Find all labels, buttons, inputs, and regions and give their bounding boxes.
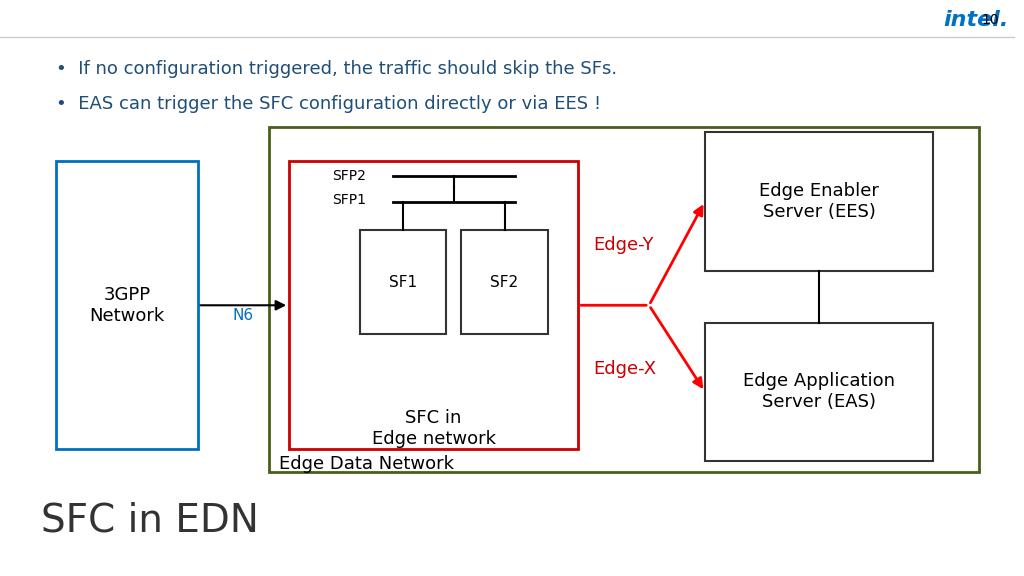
FancyBboxPatch shape	[55, 161, 198, 449]
Text: SFC in
Edge network: SFC in Edge network	[372, 409, 496, 448]
Text: 3GPP
Network: 3GPP Network	[89, 286, 165, 325]
Text: •  EAS can trigger the SFC configuration directly or via EES !: • EAS can trigger the SFC configuration …	[55, 95, 601, 113]
Text: SF1: SF1	[389, 275, 417, 290]
FancyBboxPatch shape	[360, 230, 446, 334]
FancyBboxPatch shape	[462, 230, 548, 334]
Text: Edge-Y: Edge-Y	[593, 236, 653, 254]
Text: •  If no configuration triggered, the traffic should skip the SFs.: • If no configuration triggered, the tra…	[55, 60, 616, 78]
FancyBboxPatch shape	[705, 132, 933, 271]
FancyBboxPatch shape	[705, 323, 933, 461]
Text: SFP1: SFP1	[332, 193, 367, 207]
Text: 10: 10	[981, 13, 999, 27]
Text: SFP2: SFP2	[332, 169, 366, 183]
Text: SF2: SF2	[490, 275, 518, 290]
Text: intel.: intel.	[943, 10, 1009, 30]
Text: Edge Enabler
Server (EES): Edge Enabler Server (EES)	[759, 182, 879, 221]
FancyBboxPatch shape	[289, 161, 579, 449]
Text: Edge Application
Server (EAS): Edge Application Server (EAS)	[743, 372, 895, 411]
Text: SFC in EDN: SFC in EDN	[41, 501, 258, 539]
Text: Edge-X: Edge-X	[593, 359, 656, 378]
Text: Edge Data Network: Edge Data Network	[279, 455, 454, 473]
FancyBboxPatch shape	[268, 127, 979, 472]
Text: N6: N6	[232, 308, 254, 323]
